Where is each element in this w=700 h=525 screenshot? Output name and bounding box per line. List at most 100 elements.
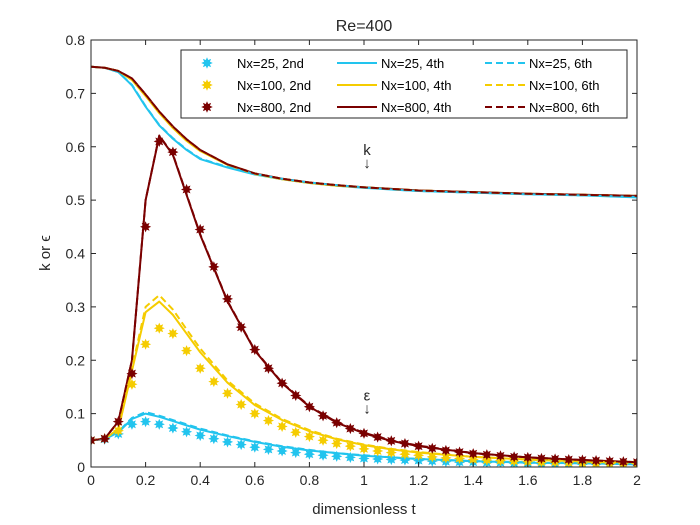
data-point [317,434,329,446]
y-tick-label: 0.5 [66,192,86,208]
data-point [180,345,193,357]
data-point [126,378,138,390]
data-point [372,445,384,457]
data-point [590,455,602,467]
legend-entry-nx-100-2nd: Nx=100, 2nd [201,78,311,93]
data-point [221,387,234,399]
data-point [385,435,397,447]
y-axis-label: k or ϵ [37,235,54,271]
data-point [290,426,302,438]
data-point [331,450,343,462]
data-point [167,327,179,340]
data-point [180,183,193,196]
data-point [385,447,397,459]
legend-label: Nx=100, 4th [381,78,451,93]
data-point [303,448,315,460]
data-point [631,456,637,467]
data-point [399,448,411,460]
legend-label: Nx=800, 4th [381,100,451,115]
data-point [494,450,507,462]
data-point [481,449,493,461]
legend-label: Nx=25, 6th [529,56,592,71]
legend-entry-nx-800-4th: Nx=800, 4th [337,100,451,115]
data-point [385,453,397,466]
data-point [262,414,275,427]
series-markers-nx-100-2nd [91,322,637,467]
legend-entry-nx-100-4th: Nx=100, 4th [337,78,451,93]
data-point [344,451,356,463]
data-point [317,410,329,422]
data-point [563,453,575,466]
annotation-label: k [363,142,371,159]
data-point [617,456,629,467]
legend-label: Nx=25, 2nd [237,56,304,71]
data-point [303,401,315,413]
legend-label: Nx=100, 2nd [237,78,311,93]
annotation-label: ↓ [363,401,371,418]
annotation-label: ε [364,387,371,404]
data-point [140,221,152,233]
data-point [331,437,343,450]
data-point [235,439,247,451]
data-point [399,454,411,466]
legend-marker [201,57,213,69]
x-tick-label: 0.6 [245,472,265,488]
legend-box [180,49,628,119]
data-point [208,376,220,388]
legend-entry-nx-800-6th: Nx=800, 6th [485,100,599,115]
data-point [372,453,384,465]
data-point [194,223,206,236]
series-line-eps-nx-100-6th [91,294,637,464]
data-point [153,418,165,430]
data-point [344,423,356,435]
data-point [467,448,479,460]
x-tick-label: 1 [360,472,368,488]
x-tick-label: 1.6 [518,472,538,488]
y-tick-label: 0.3 [66,299,86,315]
y-tick-label: 0.7 [66,85,86,101]
data-point [358,443,370,455]
data-point [249,441,261,453]
data-point [522,451,534,463]
data-point [112,416,124,428]
data-point [358,427,370,439]
y-tick-label: 0 [77,459,85,475]
data-point [426,451,438,463]
data-point [276,445,288,457]
data-point [153,322,165,334]
series-markers-nx-800-2nd [91,135,637,467]
legend-entry-nx-25-2nd: Nx=25, 2nd [201,56,304,71]
x-tick-label: 0.2 [136,472,156,488]
y-tick-label: 0.1 [66,406,86,422]
legend-entry-nx-800-2nd: Nx=800, 2nd [201,100,311,115]
data-point [235,321,247,333]
data-point [358,452,370,465]
data-point [508,451,520,463]
x-tick-label: 1.8 [573,472,593,488]
data-point [535,452,548,465]
data-point [549,453,561,465]
data-point [331,417,343,429]
x-tick-label: 0.8 [300,472,320,488]
data-point [180,426,193,438]
data-point [140,338,152,350]
legend-entry-nx-25-4th: Nx=25, 4th [337,56,444,71]
x-axis-label: dimensionless t [312,501,416,518]
x-tick-label: 0 [87,472,95,488]
series-line-eps-nx-25-6th [91,411,637,466]
x-tick-label: 1.4 [463,472,483,488]
data-point [249,408,261,420]
data-point [221,436,234,448]
data-point [290,447,302,459]
legend-entry-nx-100-6th: Nx=100, 6th [485,78,599,93]
data-point [167,422,179,434]
data-point [262,362,275,374]
legend-label: Nx=800, 6th [529,100,599,115]
data-point [91,434,97,446]
y-tick-label: 0.6 [66,139,86,155]
data-point [235,398,247,411]
data-point [99,433,111,445]
series-line-k-nx-25-6th [91,65,637,198]
x-tick-label: 0.4 [190,472,210,488]
data-point [317,449,329,461]
